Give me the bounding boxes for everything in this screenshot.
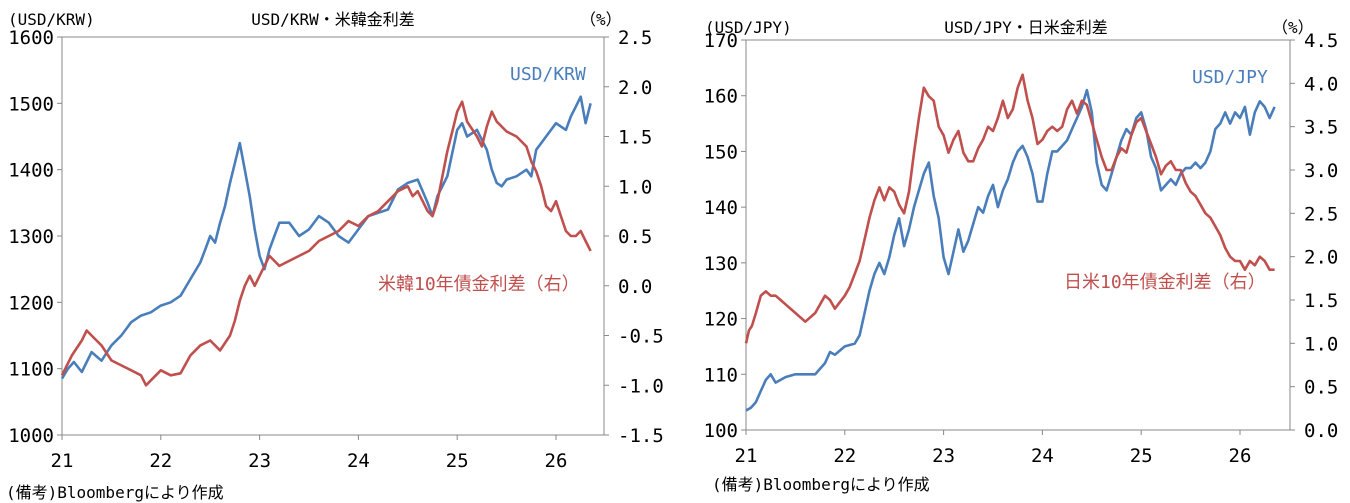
- series-line-spread-jpy: [744, 73, 1275, 344]
- series-label-jpy-spread: 日米10年債金利差（右）: [1064, 272, 1266, 293]
- axes-krw: 1000 1100 1200 1300 1400 1500 1600 -1.5 -1.0 -0.5…: [8, 27, 664, 472]
- series-label-usdkrw: USD/KRW: [510, 64, 586, 85]
- x-tick-label: 24: [347, 450, 370, 472]
- right-tick-label: 4.5: [1304, 30, 1338, 52]
- left-tick-label: 130: [704, 253, 738, 275]
- left-tick-label: 1400: [8, 160, 54, 182]
- right-tick-label: -0.5: [618, 326, 664, 348]
- left-tick-label: 160: [704, 86, 738, 108]
- series-label-usdjpy: USD/JPY: [1192, 67, 1268, 88]
- x-tick-label: 26: [545, 450, 568, 472]
- chart-jpy: (USD/JPY) USD/JPY・日米金利差 （%） 100 110 120 130…: [704, 18, 1339, 494]
- chart-title-krw: USD/KRW・米韓金利差: [251, 10, 414, 29]
- right-tick-label: 0.0: [1304, 420, 1338, 442]
- left-tick-label: 1200: [8, 292, 54, 314]
- right-tick-label: 0.5: [618, 226, 652, 248]
- right-tick-label: -1.0: [618, 375, 664, 397]
- x-tick-label: 23: [932, 445, 955, 467]
- series-label-krw-spread: 米韓10年債金利差（右）: [378, 274, 580, 295]
- right-tick-label: 2.0: [1304, 247, 1338, 269]
- right-tick-label: 2.0: [618, 77, 652, 99]
- series-line-spread-krw: [60, 100, 592, 387]
- right-tick-label: -1.5: [618, 425, 664, 447]
- source-note-krw: (備考)Bloombergにより作成: [6, 483, 224, 502]
- x-tick-label: 21: [51, 450, 74, 472]
- left-unit-label-krw: (USD/KRW): [8, 10, 95, 29]
- x-tick-label: 21: [735, 445, 758, 467]
- series-line-fx-jpy: [745, 88, 1276, 412]
- chart-krw: (USD/KRW) USD/KRW・米韓金利差 （%） 1000 1100 1200…: [6, 10, 664, 502]
- axes-jpy: 100 110 120 130 140 150 160 170 0.0 0.5 1.0 1.5 2.0 2…: [704, 30, 1339, 467]
- x-tick-label: 25: [1130, 445, 1153, 467]
- x-tick-label: 22: [149, 450, 172, 472]
- x-tick-label: 25: [446, 450, 469, 472]
- right-tick-label: 2.5: [618, 27, 652, 49]
- left-tick-label: 120: [704, 309, 738, 331]
- x-tick-label: 22: [833, 445, 856, 467]
- source-note-jpy: (備考)Bloombergにより作成: [712, 475, 930, 494]
- right-tick-label: 2.5: [1304, 203, 1338, 225]
- right-unit-label-jpy: （%）: [1272, 18, 1314, 37]
- series-lines-jpy: [744, 73, 1276, 412]
- x-tick-label: 26: [1229, 445, 1252, 467]
- x-tick-label: 23: [248, 450, 271, 472]
- right-tick-label: 3.5: [1304, 117, 1338, 139]
- right-tick-label: 0.0: [618, 276, 652, 298]
- left-tick-label: 170: [704, 30, 738, 52]
- right-tick-label: 3.0: [1304, 160, 1338, 182]
- right-tick-label: 1.0: [1304, 333, 1338, 355]
- left-tick-label: 1500: [8, 93, 54, 115]
- series-lines-krw: [60, 95, 592, 387]
- left-tick-label: 1600: [8, 27, 54, 49]
- left-tick-label: 1300: [8, 226, 54, 248]
- left-tick-label: 1000: [8, 425, 54, 447]
- left-tick-label: 1100: [8, 359, 54, 381]
- plot-frame-jpy: [745, 39, 1291, 431]
- left-unit-label-jpy: (USD/JPY): [705, 18, 792, 37]
- right-tick-label: 4.0: [1304, 73, 1338, 95]
- plot-frame-krw: [61, 36, 605, 436]
- right-tick-label: 1.5: [618, 127, 652, 149]
- left-tick-label: 110: [704, 364, 738, 386]
- x-tick-label: 24: [1031, 445, 1054, 467]
- left-tick-label: 100: [704, 420, 738, 442]
- series-line-fx-krw: [60, 95, 592, 380]
- right-tick-label: 1.5: [1304, 290, 1338, 312]
- left-tick-label: 150: [704, 141, 738, 163]
- left-tick-label: 140: [704, 197, 738, 219]
- right-tick-label: 0.5: [1304, 377, 1338, 399]
- chart-title-jpy: USD/JPY・日米金利差: [944, 18, 1107, 37]
- right-unit-label-krw: （%）: [580, 10, 622, 29]
- right-tick-label: 1.0: [618, 176, 652, 198]
